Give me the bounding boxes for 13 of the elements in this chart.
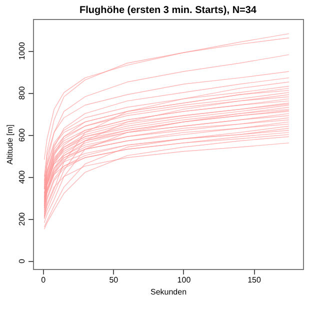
y-tick-label: 400 xyxy=(18,170,26,184)
y-axis-title: Altitude [m] xyxy=(6,124,14,165)
y-tick-label: 600 xyxy=(18,128,26,142)
chart-title: Flughöhe (ersten 3 min. Starts), N=34 xyxy=(80,5,257,16)
x-tick-label: 150 xyxy=(248,276,262,284)
y-tick-label: 0 xyxy=(18,258,26,264)
x-axis-title: Sekunden xyxy=(150,288,187,296)
x-tick-label: 100 xyxy=(177,276,192,284)
y-tick-label: 1000 xyxy=(18,42,26,60)
x-tick-label: 50 xyxy=(109,276,119,284)
x-tick-label: 0 xyxy=(41,276,46,284)
y-tick-label: 200 xyxy=(18,212,26,226)
y-tick-label: 800 xyxy=(18,86,26,100)
